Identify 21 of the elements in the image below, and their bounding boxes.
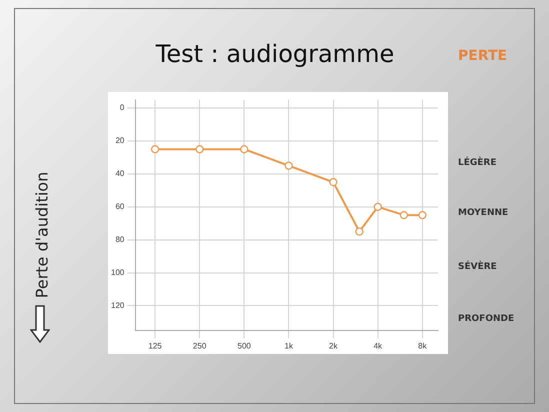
- x-tick-label: 1k: [284, 341, 294, 350]
- x-tick-label: 500: [237, 341, 252, 350]
- y-tick-label: 100: [110, 268, 125, 277]
- x-tick-label: 125: [148, 341, 162, 350]
- x-tick-label: 250: [192, 341, 207, 350]
- y-axis-title: Perte d'audition: [32, 172, 52, 298]
- text: MOYENNE: [458, 208, 508, 218]
- chart-title: Test : audiogramme: [154, 40, 396, 68]
- x-tick-label: 8k: [418, 341, 428, 350]
- text: PROFONDE: [458, 314, 514, 324]
- text: PERTE: [458, 48, 508, 64]
- y-tick-label: 20: [115, 136, 125, 146]
- x-tick-label: 4k: [374, 341, 384, 350]
- y-tick-label: 120: [110, 300, 125, 310]
- y-tick-label: 60: [115, 202, 125, 212]
- y-tick-label: 80: [115, 235, 125, 244]
- text: SÉVÈRE: [458, 262, 497, 272]
- x-tick-label: 2k: [329, 341, 338, 350]
- y-tick-label: 40: [115, 169, 125, 178]
- y-tick-label: 0: [120, 103, 125, 112]
- text: LÉGÈRE: [458, 158, 496, 168]
